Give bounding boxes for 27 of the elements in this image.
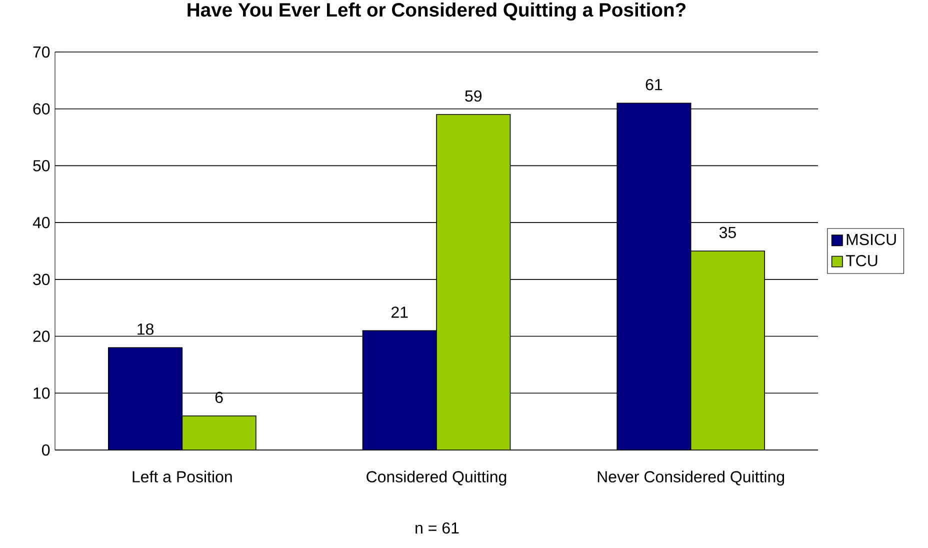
bar — [436, 114, 511, 450]
y-tick-label: 20 — [33, 330, 50, 342]
legend-label: MSICU — [846, 234, 896, 246]
x-tick-label: Left a Position — [132, 470, 232, 482]
bar — [362, 330, 437, 450]
y-tick-label: 0 — [42, 444, 50, 456]
x-tick-label: Never Considered Quitting — [598, 470, 784, 486]
text: n = 61 — [416, 522, 459, 534]
bar — [616, 102, 692, 450]
bar — [108, 347, 183, 450]
data-label: 35 — [719, 226, 736, 238]
y-tick-label: 40 — [32, 216, 50, 228]
bar — [182, 415, 256, 450]
y-tick-label: 70 — [33, 46, 50, 58]
legend-label: TCU — [846, 254, 878, 266]
bar — [690, 250, 765, 450]
data-label: 61 — [646, 78, 662, 90]
data-label: 21 — [392, 306, 408, 318]
data-label: 6 — [215, 392, 223, 404]
y-tick-label: 50 — [33, 160, 50, 172]
y-tick-label: 30 — [33, 274, 50, 286]
data-label: 59 — [465, 90, 482, 102]
y-tick-label: 60 — [33, 103, 50, 114]
chart-title: Have You Ever Left or Considered Quitting a Position? — [188, 2, 686, 21]
data-label: 18 — [138, 323, 154, 335]
y-tick-label: 10 — [34, 387, 50, 399]
x-tick-label: Considered Quitting — [366, 470, 506, 486]
